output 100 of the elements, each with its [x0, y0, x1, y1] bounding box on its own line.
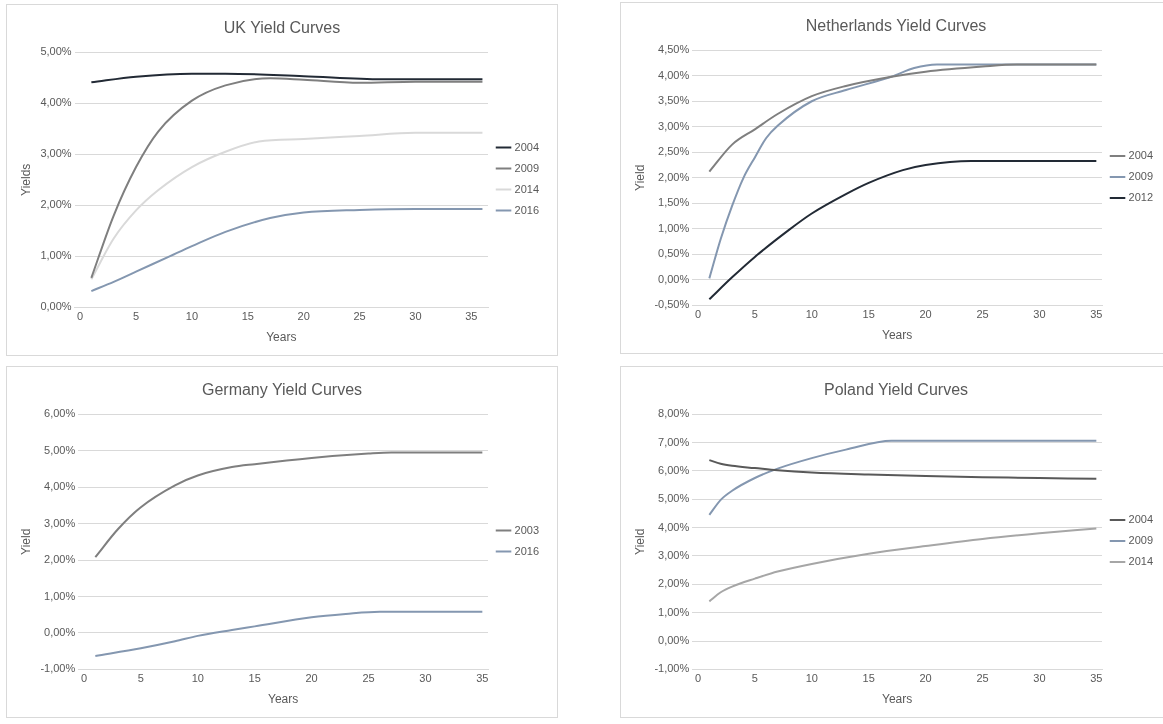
- y-tick-label: 5,00%: [44, 443, 76, 456]
- chart-title: Netherlands Yield Curves: [805, 17, 987, 35]
- x-tick-label: 30: [1033, 672, 1046, 685]
- legend-label: 2014: [1128, 555, 1154, 568]
- y-tick-label: -0,50%: [654, 298, 690, 311]
- y-tick-label: 5,00%: [658, 492, 690, 505]
- legend-label: 2004: [1128, 149, 1154, 162]
- y-tick-label: -1,00%: [654, 662, 690, 675]
- x-tick-label: 15: [241, 310, 254, 323]
- y-tick-label: 4,00%: [44, 480, 76, 493]
- x-axis-title: Years: [266, 330, 297, 345]
- x-tick-label: 0: [694, 672, 702, 685]
- legend-label: 2016: [514, 203, 540, 216]
- x-tick-label: 30: [1033, 308, 1046, 321]
- legend-label: 2003: [514, 523, 540, 536]
- line-series: [708, 159, 1098, 301]
- x-axis-title: Years: [882, 692, 913, 707]
- line-series: [708, 459, 1098, 480]
- x-tick-label: 35: [476, 672, 489, 685]
- x-tick-label: 30: [409, 310, 422, 323]
- x-tick-label: 5: [751, 308, 758, 321]
- y-tick-label: 3,00%: [658, 549, 690, 562]
- y-tick-label: 7,00%: [658, 435, 690, 448]
- y-tick-label: 4,50%: [658, 43, 690, 56]
- x-tick-label: 20: [919, 672, 932, 685]
- y-tick-label: 6,00%: [44, 407, 76, 420]
- legend-label: 2014: [514, 182, 540, 195]
- y-tick-label: 1,00%: [40, 249, 72, 262]
- x-tick-label: 15: [862, 672, 875, 685]
- y-axis-title: Yield: [632, 528, 647, 555]
- y-tick-label: 6,00%: [658, 463, 690, 476]
- y-tick-label: 8,00%: [658, 407, 690, 420]
- y-tick-label: 1,50%: [658, 196, 690, 209]
- x-tick-label: 30: [419, 672, 432, 685]
- x-axis-title: Years: [268, 692, 299, 707]
- y-tick-label: -1,00%: [40, 662, 76, 675]
- x-tick-label: 25: [353, 310, 366, 323]
- y-tick-label: 1,00%: [658, 605, 690, 618]
- x-tick-label: 5: [137, 672, 144, 685]
- y-tick-label: 2,00%: [44, 553, 76, 566]
- x-tick-label: 10: [185, 310, 199, 323]
- line-series: [90, 207, 484, 293]
- y-tick-label: 2,50%: [658, 145, 690, 158]
- legend-label: 2016: [514, 544, 540, 557]
- x-tick-label: 35: [1090, 308, 1103, 321]
- x-axis-title: Years: [882, 328, 913, 343]
- x-tick-label: 10: [805, 308, 818, 321]
- x-tick-label: 25: [976, 308, 989, 321]
- x-tick-label: 20: [305, 672, 318, 685]
- y-tick-label: 2,00%: [658, 577, 690, 590]
- x-tick-label: 0: [80, 672, 88, 685]
- x-tick-label: 10: [191, 672, 204, 685]
- y-tick-label: 4,00%: [658, 68, 690, 81]
- line-series: [708, 527, 1098, 603]
- y-axis-title: Yield: [632, 164, 647, 191]
- line-series: [708, 439, 1098, 516]
- y-tick-label: 2,00%: [40, 198, 72, 211]
- line-series: [94, 451, 484, 559]
- x-tick-label: 20: [919, 308, 932, 321]
- y-tick-label: 0,00%: [44, 625, 76, 638]
- x-tick-label: 35: [1090, 672, 1103, 685]
- y-tick-label: 4,00%: [40, 96, 72, 109]
- chart-title: Germany Yield Curves: [201, 381, 363, 399]
- y-tick-label: 2,00%: [658, 170, 690, 183]
- legend-label: 2004: [1128, 513, 1154, 526]
- y-tick-label: 0,00%: [658, 272, 690, 285]
- x-tick-label: 0: [694, 308, 702, 321]
- x-tick-label: 5: [132, 310, 140, 323]
- legend-label: 2012: [1128, 191, 1154, 204]
- y-tick-label: 5,00%: [40, 45, 72, 58]
- x-tick-label: 10: [805, 672, 818, 685]
- y-tick-label: 0,00%: [40, 300, 72, 313]
- x-tick-label: 15: [862, 308, 875, 321]
- legend-label: 2009: [1128, 170, 1154, 183]
- line-series: [94, 610, 484, 657]
- line-series: [90, 77, 484, 279]
- legend-label: 2009: [1128, 534, 1154, 547]
- y-tick-label: 0,50%: [658, 247, 690, 260]
- y-tick-label: 3,00%: [658, 119, 690, 132]
- x-tick-label: 0: [77, 310, 84, 323]
- x-tick-label: 15: [248, 672, 261, 685]
- x-tick-label: 20: [297, 310, 310, 323]
- chart-title: UK Yield Curves: [223, 19, 341, 37]
- chart-title: Poland Yield Curves: [823, 381, 969, 399]
- x-tick-label: 25: [976, 672, 989, 685]
- y-tick-label: 3,00%: [44, 516, 76, 529]
- x-tick-label: 5: [751, 672, 758, 685]
- y-tick-label: 3,50%: [658, 94, 690, 107]
- y-tick-label: 0,00%: [658, 634, 690, 647]
- y-axis-title: Yield: [18, 528, 33, 555]
- line-series: [708, 63, 1098, 173]
- y-tick-label: 1,00%: [44, 589, 76, 602]
- y-tick-label: 1,00%: [658, 221, 690, 234]
- legend-label: 2004: [514, 140, 540, 153]
- line-series: [90, 72, 484, 84]
- y-axis-title: Yields: [18, 163, 33, 196]
- x-tick-label: 25: [362, 672, 375, 685]
- y-tick-label: 3,00%: [40, 147, 72, 160]
- y-tick-label: 4,00%: [658, 520, 690, 533]
- legend-label: 2009: [514, 161, 540, 174]
